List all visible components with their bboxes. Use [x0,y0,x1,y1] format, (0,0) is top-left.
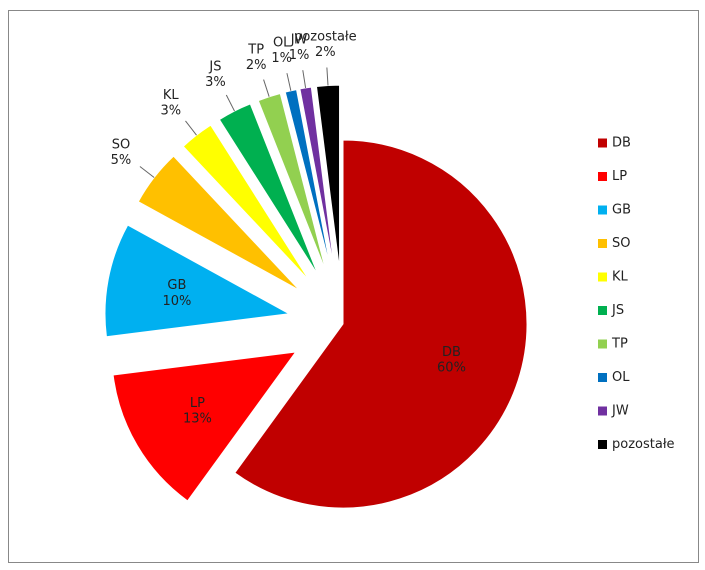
data-label-value: 3% [205,75,226,90]
data-label: pozostałe 2% [294,29,357,60]
data-label: GB 10% [162,278,191,309]
legend-swatch [598,272,607,282]
legend-swatch [598,339,607,349]
leader-line [225,94,235,112]
legend-swatch [598,373,607,382]
data-label-value: 5% [111,153,132,168]
leader-line [326,67,329,86]
legend-swatch [598,406,607,416]
data-label: KL 3% [160,87,181,118]
legend-swatch [598,306,607,315]
legend-swatch [598,205,607,215]
data-label: DB 60% [437,345,466,376]
legend-label: KL [612,270,629,285]
data-label-value: 2% [246,58,267,73]
data-label-name: pozostałe [294,29,357,44]
leader-line [139,166,155,178]
legend-label: GB [612,203,631,218]
data-label: JS 3% [205,59,226,90]
pie-slice [299,86,335,270]
data-label-value: 1% [289,47,310,62]
legend-swatch [598,138,607,148]
data-label-value: 60% [437,360,466,375]
data-label-value: 3% [160,103,181,118]
legend-label: JS [611,303,624,318]
data-label-name: JS [208,59,221,74]
data-label: SO 5% [111,137,132,168]
legend-label: OL [612,370,630,385]
data-label: OL 1% [271,35,292,66]
legend-label: TP [611,337,628,352]
data-label-name: SO [112,137,130,152]
data-label-name: DB [442,345,461,360]
data-label-value: 10% [162,293,191,308]
pie-slice [112,351,297,502]
pie-slice [104,224,291,338]
data-label-value: 1% [271,51,292,66]
leader-line [286,73,292,91]
legend-swatch [598,440,607,449]
data-label-name: TP [247,42,264,57]
legend-label: JW [611,404,629,419]
data-label-value: 2% [315,45,336,60]
leader-line [185,120,197,136]
data-label-name: LP [190,395,205,410]
legend-label: LP [612,169,627,184]
leader-line [263,79,270,97]
data-label-value: 13% [183,411,212,426]
legend-label: SO [612,236,630,251]
data-label: JW 1% [289,32,310,63]
data-label: LP 13% [183,395,212,426]
leader-line [302,70,307,89]
data-label-name: KL [163,87,180,102]
data-label-name: GB [167,278,186,293]
data-label: TP 2% [246,42,267,73]
legend-swatch [598,172,607,181]
legend-label: pozostałe [612,437,675,452]
legend-label: DB [612,136,631,151]
data-label-name: JW [290,32,308,47]
data-label-name: OL [273,35,291,50]
pie-slice [234,139,528,509]
legend-swatch [598,239,607,248]
